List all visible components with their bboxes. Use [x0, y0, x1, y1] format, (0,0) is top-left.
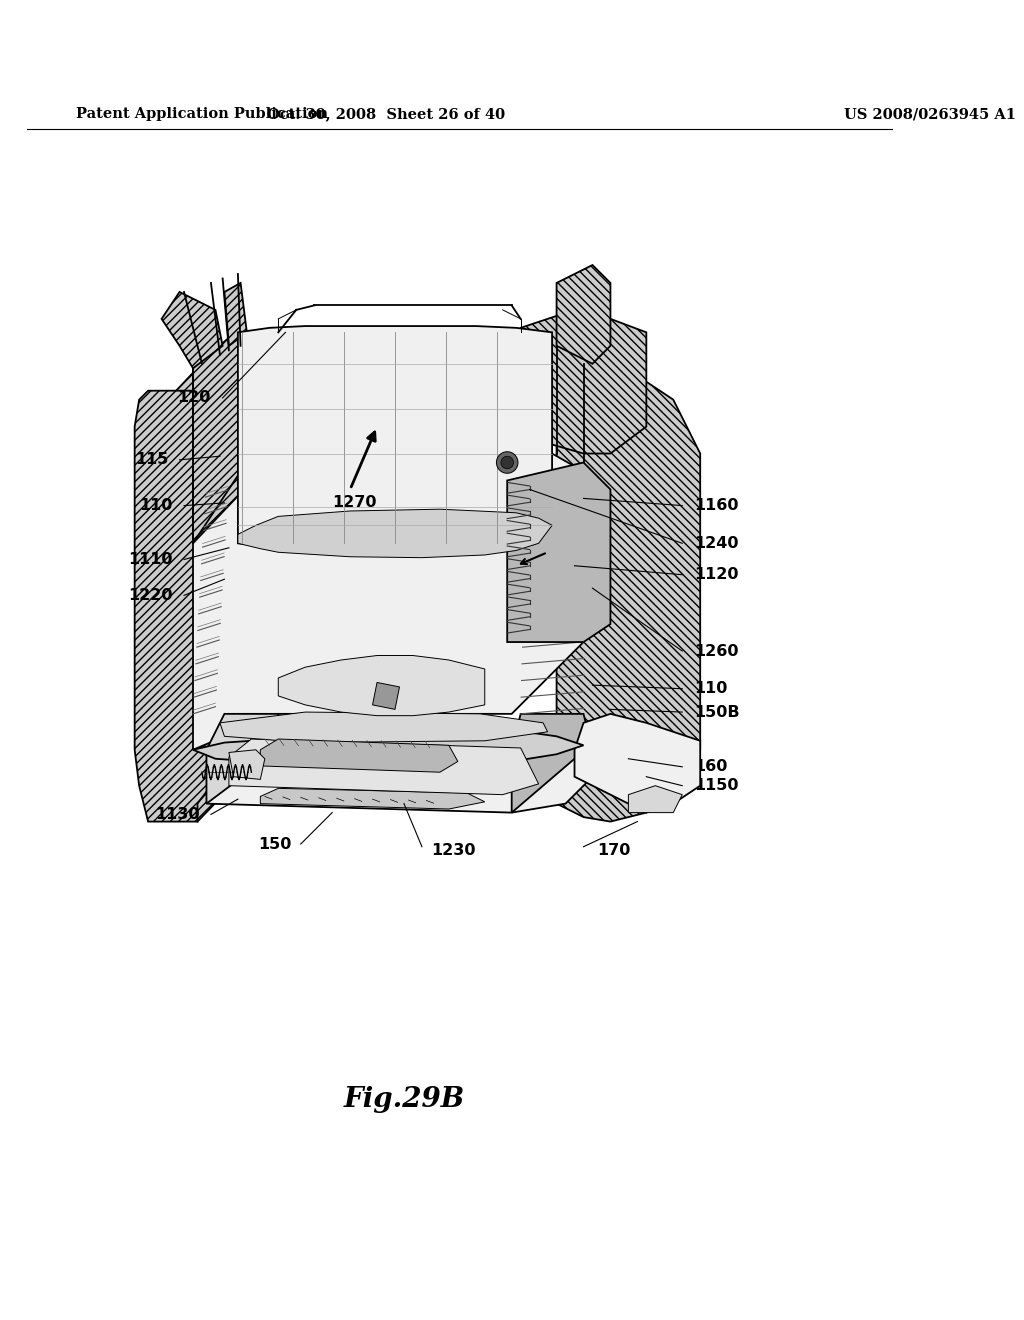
Polygon shape [193, 436, 584, 750]
Polygon shape [557, 372, 700, 821]
Polygon shape [220, 711, 548, 743]
Polygon shape [260, 788, 484, 809]
Polygon shape [193, 730, 584, 766]
Polygon shape [224, 282, 247, 346]
Text: 1130: 1130 [155, 807, 200, 822]
Polygon shape [520, 310, 646, 454]
Text: 1220: 1220 [128, 587, 172, 603]
Text: 160: 160 [694, 759, 727, 775]
Text: 1240: 1240 [694, 536, 738, 550]
Text: 110: 110 [694, 681, 727, 696]
Text: Patent Application Publication: Patent Application Publication [77, 107, 329, 121]
Text: Fig.29B: Fig.29B [343, 1086, 465, 1113]
Text: 150B: 150B [694, 705, 739, 719]
Polygon shape [574, 714, 700, 813]
Text: 110: 110 [139, 498, 172, 513]
Polygon shape [629, 785, 682, 813]
Text: 1150: 1150 [694, 779, 738, 793]
Text: 150: 150 [258, 837, 292, 851]
Text: 120: 120 [177, 391, 211, 405]
Polygon shape [162, 292, 222, 368]
Text: US 2008/0263945 A1: US 2008/0263945 A1 [844, 107, 1016, 121]
Circle shape [497, 451, 518, 474]
Polygon shape [207, 714, 279, 804]
Polygon shape [373, 682, 399, 709]
Polygon shape [507, 462, 610, 642]
Polygon shape [134, 391, 241, 821]
Polygon shape [229, 750, 265, 779]
Circle shape [501, 457, 513, 469]
Text: 1120: 1120 [694, 568, 738, 582]
Polygon shape [238, 326, 552, 548]
Text: 1110: 1110 [128, 552, 172, 568]
Text: 1160: 1160 [694, 498, 738, 513]
Polygon shape [193, 327, 279, 544]
Polygon shape [229, 739, 539, 795]
Polygon shape [238, 510, 552, 557]
Text: 115: 115 [135, 453, 169, 467]
Text: 1230: 1230 [431, 842, 475, 858]
Text: 1260: 1260 [694, 644, 738, 659]
Polygon shape [512, 714, 593, 813]
Polygon shape [207, 750, 593, 813]
Text: 1270: 1270 [333, 495, 377, 511]
Polygon shape [557, 265, 610, 364]
Polygon shape [151, 372, 241, 821]
Polygon shape [260, 739, 458, 772]
Text: Oct. 30, 2008  Sheet 26 of 40: Oct. 30, 2008 Sheet 26 of 40 [267, 107, 505, 121]
Polygon shape [279, 656, 484, 715]
Text: 170: 170 [597, 842, 631, 858]
